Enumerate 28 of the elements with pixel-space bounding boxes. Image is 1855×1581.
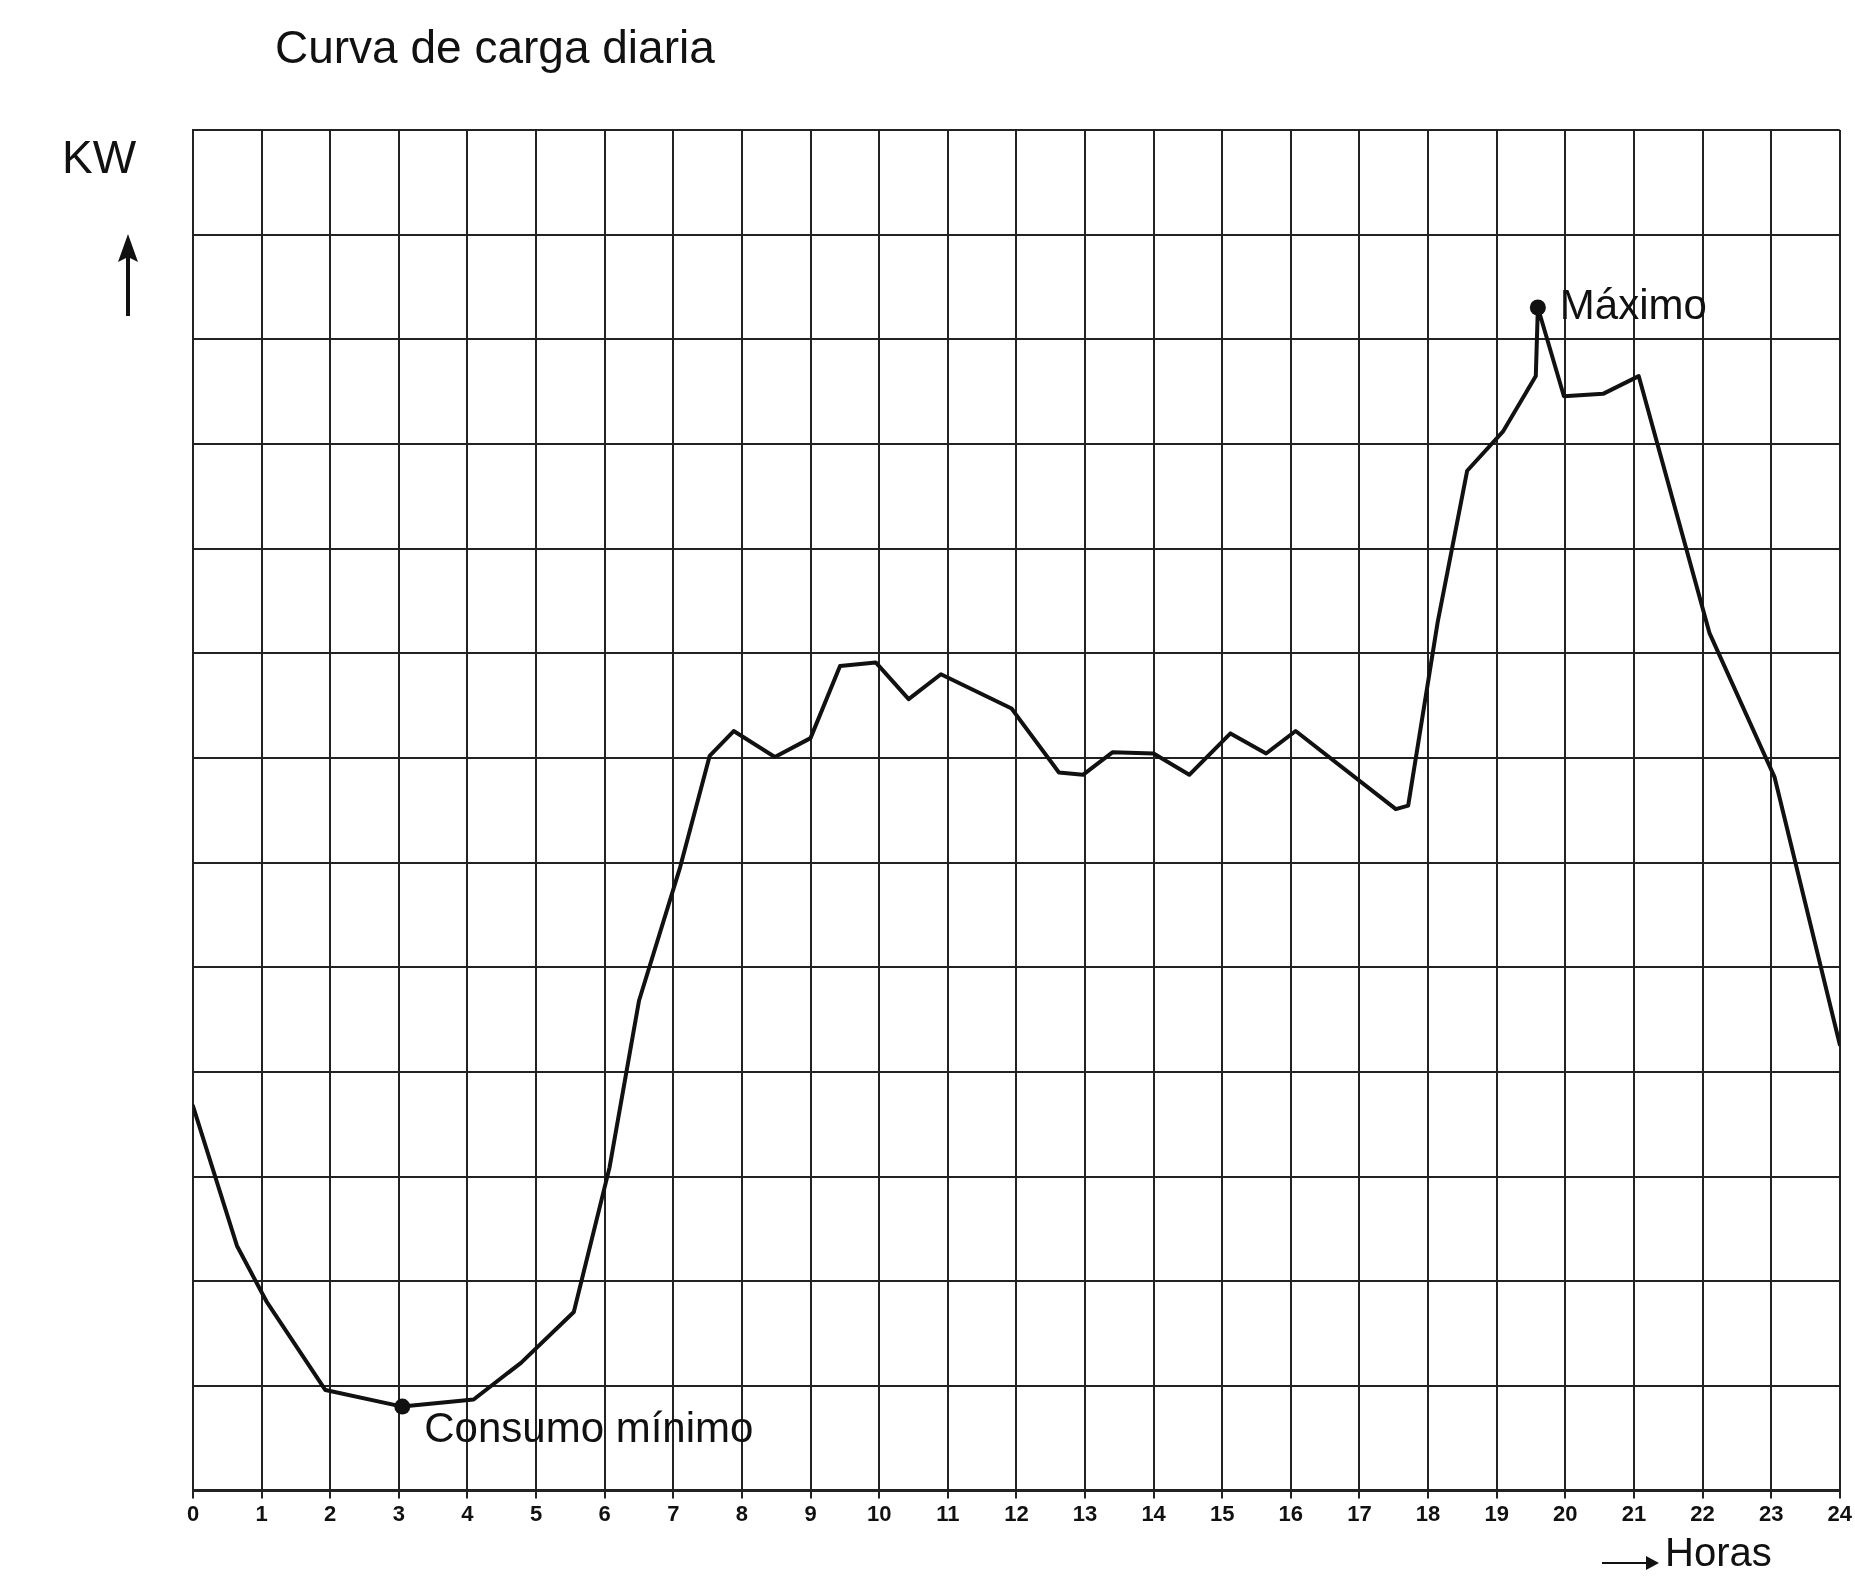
x-axis-title: Horas <box>1665 1530 1772 1575</box>
x-tick-label: 11 <box>936 1500 960 1526</box>
y-axis-title: KW <box>62 130 137 184</box>
x-tick-label: 16 <box>1278 1500 1304 1526</box>
x-tick-label: 14 <box>1141 1500 1167 1526</box>
x-tick-label: 12 <box>1004 1500 1029 1526</box>
x-tick-label: 20 <box>1553 1500 1578 1526</box>
x-tick-label: 2 <box>324 1500 337 1526</box>
x-tick-label: 1 <box>255 1500 268 1526</box>
chart-title: Curva de carga diaria <box>275 20 715 74</box>
x-tick-label: 18 <box>1415 1500 1441 1526</box>
x-tick-label: 17 <box>1347 1500 1372 1526</box>
x-tick-label: 8 <box>735 1500 749 1526</box>
x-tick-label: 15 <box>1209 1500 1235 1526</box>
x-tick-label: 6 <box>598 1500 611 1526</box>
x-tick-label: 13 <box>1072 1500 1098 1526</box>
x-tick-label: 0 <box>186 1500 200 1526</box>
x-tick-label: 9 <box>804 1500 817 1526</box>
x-tick-label: 5 <box>529 1500 543 1526</box>
x-tick-label: 23 <box>1758 1500 1784 1526</box>
x-tick-label: 3 <box>392 1500 405 1526</box>
x-tick-label: 22 <box>1690 1500 1715 1526</box>
x-tick-label: 7 <box>667 1500 680 1526</box>
x-tick-label: 21 <box>1621 1500 1647 1526</box>
x-tick-label: 19 <box>1484 1500 1509 1526</box>
x-tick-label: 4 <box>461 1500 475 1526</box>
x-tick-label: 10 <box>866 1500 892 1526</box>
x-tick-label: 24 <box>1827 1500 1853 1526</box>
